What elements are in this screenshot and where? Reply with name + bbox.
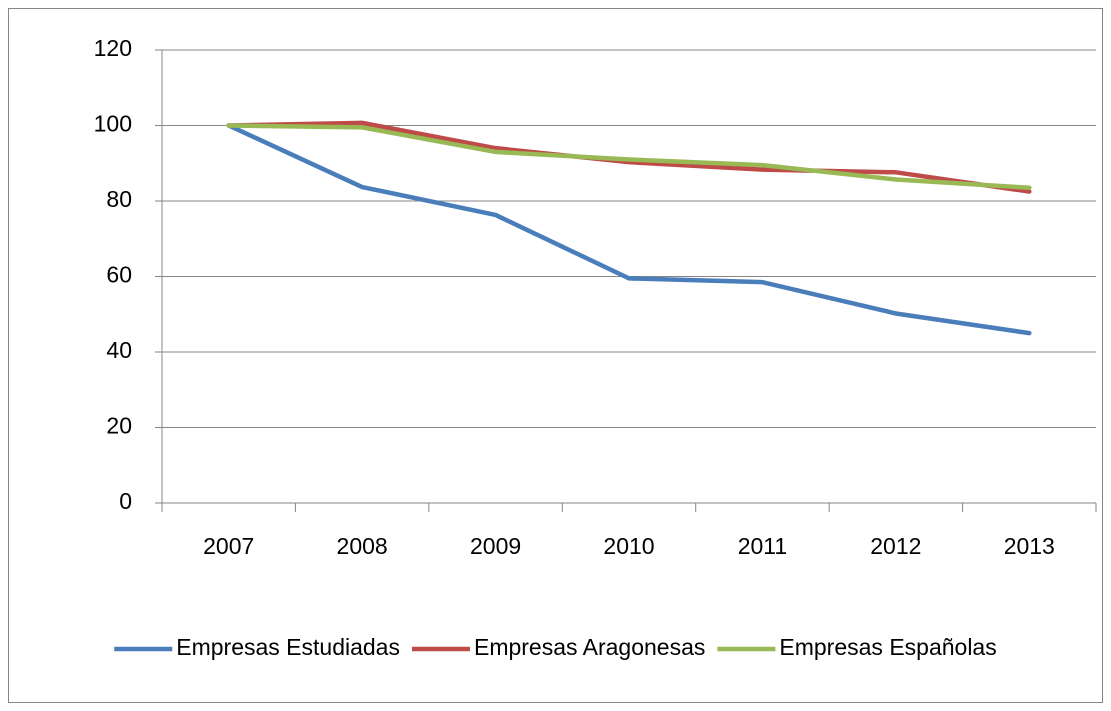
y-tick-label: 80 [106,186,132,212]
legend-label: Empresas Aragonesas [474,634,705,660]
y-tick-label: 0 [119,488,132,514]
series-line [226,120,1032,194]
x-tick-label: 2008 [337,533,388,559]
x-tick-label: 2007 [203,533,254,559]
y-tick-label: 60 [106,262,132,288]
x-tick-label: 2009 [470,533,521,559]
x-tick-label: 2011 [738,533,787,559]
series-line [226,123,1032,191]
legend-label: Empresas Españolas [779,634,996,660]
x-tick-label: 2013 [1004,533,1055,559]
legend-label: Empresas Estudiadas [176,634,400,660]
y-tick-label: 20 [106,413,132,439]
y-tick-label: 120 [94,35,132,61]
x-tick-label: 2010 [603,533,654,559]
series-line [226,123,1032,336]
y-tick-label: 40 [106,337,132,363]
y-tick-label: 100 [94,111,132,137]
chart-frame [8,8,1103,703]
x-tick-label: 2012 [870,533,921,559]
